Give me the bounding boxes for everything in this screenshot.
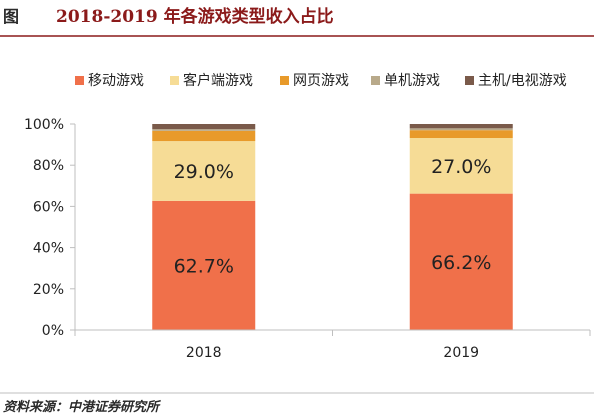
figure-title: 2018-2019 年各游戏类型收入占比: [56, 6, 334, 27]
y-tick-label: 60%: [33, 199, 64, 215]
legend-label: 客户端游戏: [183, 72, 253, 89]
legend-swatch: [170, 76, 179, 85]
legend-label: 主机/电视游戏: [478, 73, 567, 89]
y-tick-label: 20%: [33, 282, 64, 298]
figure-tag: 图: [3, 7, 19, 26]
y-tick-label: 80%: [33, 158, 64, 174]
bars: 62.7% 29.0% 66.2% 27.0%: [152, 124, 513, 330]
legend-label: 网页游戏: [293, 73, 349, 89]
bar-segment: [152, 141, 256, 201]
bar-segment: [409, 193, 513, 330]
bar-segment: [152, 124, 256, 130]
x-tick-label: 2018: [186, 345, 222, 361]
bar-segment: [152, 129, 256, 131]
legend-label: 移动游戏: [88, 73, 144, 89]
y-tick-label: 100%: [24, 117, 64, 133]
bar-segment: [409, 130, 513, 139]
data-label: 66.2%: [431, 252, 491, 274]
legend-swatch: [75, 76, 84, 85]
legend-swatch: [465, 76, 474, 85]
legend-swatch: [371, 76, 380, 85]
x-axis: 2018 2019: [74, 329, 591, 361]
legend-swatch: [280, 76, 289, 85]
bar-segment: [152, 200, 256, 330]
legend: 移动游戏 客户端游戏 网页游戏 单机游戏 主机/电视游戏: [75, 72, 567, 89]
data-label: 27.0%: [431, 156, 491, 178]
legend-label: 单机游戏: [384, 73, 440, 89]
y-axis: 0% 20% 40% 60% 80% 100%: [24, 117, 76, 339]
x-tick-label: 2019: [443, 345, 479, 361]
figure-source: 资料来源：中港证券研究所: [3, 399, 162, 415]
bar-segment: [409, 138, 513, 194]
y-tick-label: 40%: [33, 241, 64, 257]
data-label: 29.0%: [174, 161, 234, 183]
data-label: 62.7%: [174, 255, 234, 277]
bar-segment: [409, 128, 513, 131]
bar-segment: [152, 130, 256, 142]
bar-segment: [409, 124, 513, 129]
y-tick-label: 0%: [42, 323, 64, 339]
